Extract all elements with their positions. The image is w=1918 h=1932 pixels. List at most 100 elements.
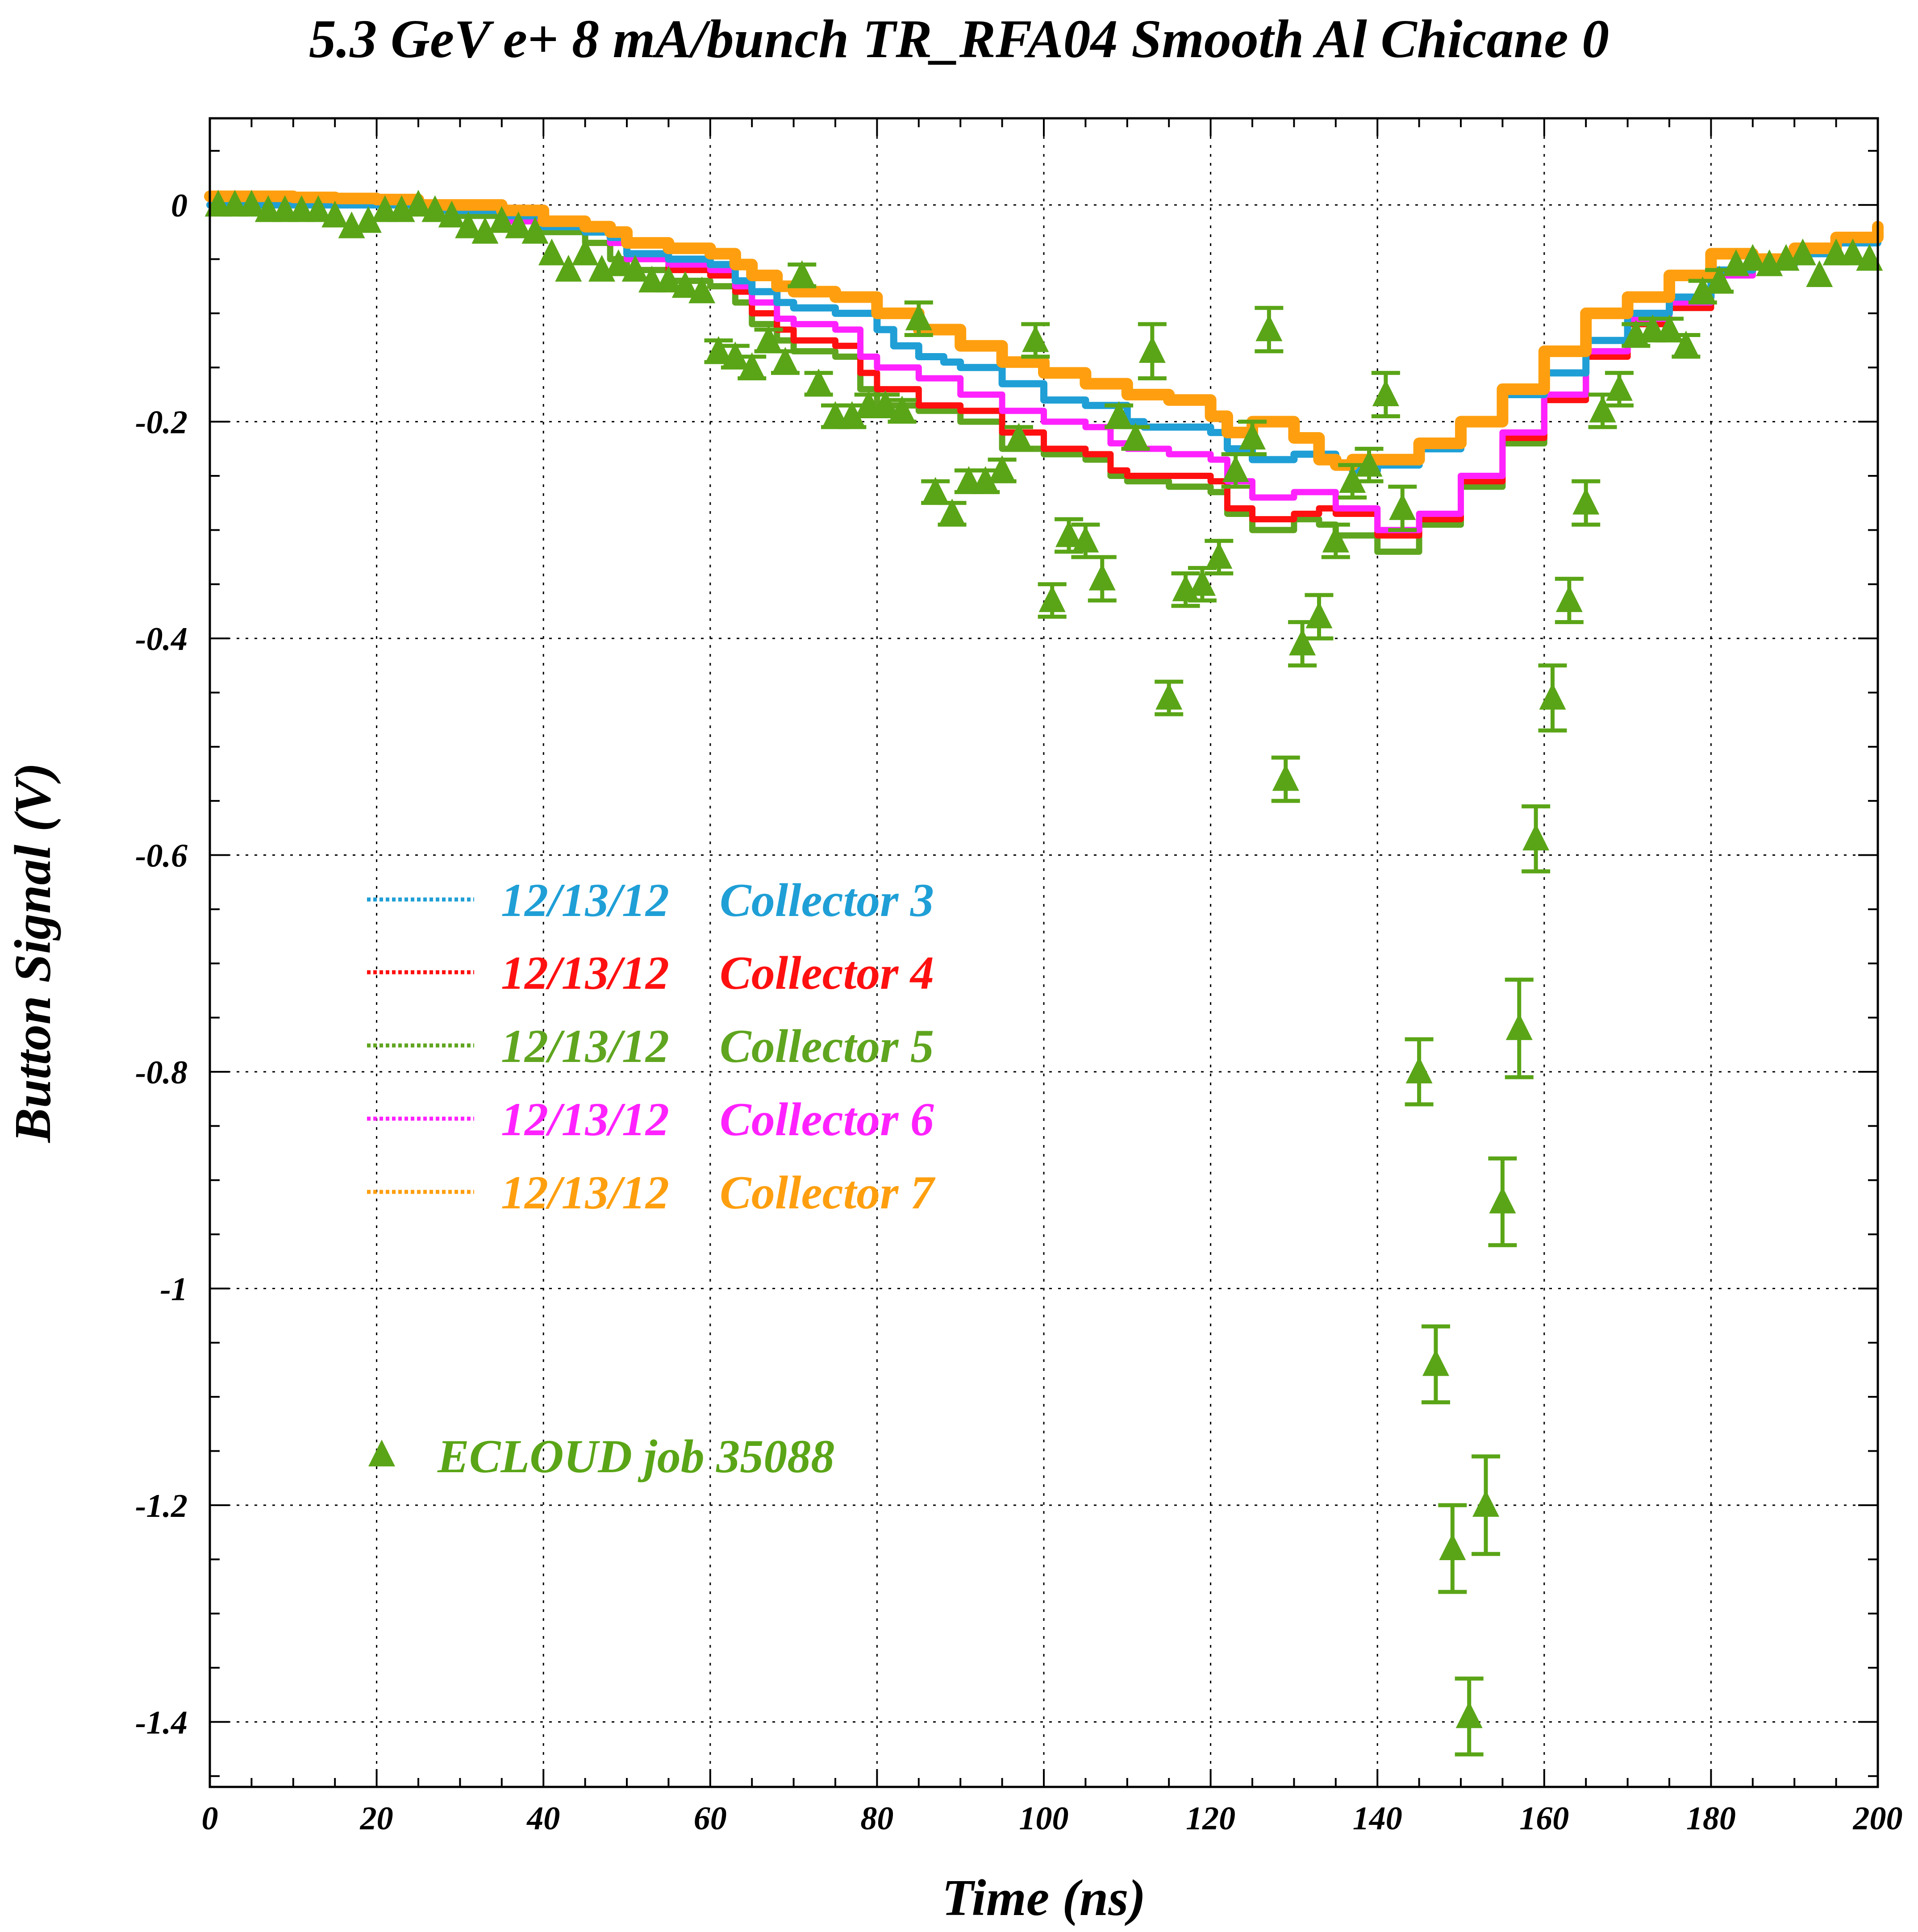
triangle-marker xyxy=(354,206,382,233)
x-axis-label: Time (ns) xyxy=(942,1870,1146,1927)
triangle-marker xyxy=(1789,238,1816,266)
triangle-marker xyxy=(571,238,599,266)
x-tick-label: 20 xyxy=(360,1800,393,1837)
ecloud-point xyxy=(321,200,349,228)
ecloud-point xyxy=(488,206,515,233)
triangle-marker xyxy=(1305,601,1333,629)
legend-item-collector-7: 12/13/12 Collector 7 xyxy=(367,1166,936,1219)
ecloud-point xyxy=(1271,755,1300,803)
ecloud-point xyxy=(655,266,682,293)
legend-item-collector-5: 12/13/12 Collector 5 xyxy=(367,1020,934,1072)
y-tick-label: -0.4 xyxy=(135,621,188,658)
x-tick-label: 140 xyxy=(1353,1800,1402,1837)
triangle-marker xyxy=(321,200,349,228)
triangle-marker xyxy=(1572,487,1600,515)
triangle-marker xyxy=(1205,542,1233,569)
triangle-marker xyxy=(805,368,832,396)
triangle-marker xyxy=(1222,455,1249,482)
triangle-marker xyxy=(1122,423,1149,450)
ecloud-point xyxy=(1355,446,1384,483)
ecloud-point xyxy=(1522,804,1551,874)
x-tick-label: 100 xyxy=(1019,1800,1069,1837)
ecloud-point xyxy=(1789,238,1816,266)
ecloud-point xyxy=(238,190,265,217)
triangle-marker xyxy=(938,498,966,525)
triangle-marker-icon xyxy=(368,1440,395,1466)
triangle-marker xyxy=(521,217,549,244)
triangle-marker xyxy=(1239,423,1266,450)
triangle-marker xyxy=(1339,466,1366,493)
legend-label: Collector 3 xyxy=(720,874,934,926)
legend-item-collector-3: 12/13/12 Collector 3 xyxy=(367,874,934,926)
triangle-marker xyxy=(988,455,1016,482)
ecloud-point xyxy=(1105,401,1134,429)
triangle-marker xyxy=(838,401,866,428)
legend-label: Collector 5 xyxy=(720,1020,934,1072)
triangle-marker xyxy=(1522,824,1550,851)
triangle-marker xyxy=(872,390,899,417)
ecloud-point xyxy=(1488,1156,1517,1247)
ecloud-point xyxy=(1371,371,1400,418)
triangle-marker xyxy=(1072,525,1099,553)
triangle-marker xyxy=(1856,244,1883,271)
triangle-marker xyxy=(771,347,799,374)
ecloud-point xyxy=(1572,479,1601,527)
ecloud-point xyxy=(888,396,917,424)
x-tick-labels: 0 20 40 60 80 100 120 140 160 180 200 xyxy=(202,1800,1903,1837)
y-tick-label: -0.2 xyxy=(135,404,188,441)
ecloud-point xyxy=(555,254,582,282)
triangle-marker xyxy=(488,206,515,233)
triangle-marker xyxy=(1272,764,1299,791)
ecloud-point xyxy=(304,195,332,222)
legend-date: 12/13/12 xyxy=(501,947,669,999)
ecloud-point xyxy=(1004,423,1033,451)
minor-ticks xyxy=(209,118,1879,1787)
triangle-marker xyxy=(1505,1013,1533,1040)
ecloud-point xyxy=(1856,244,1883,271)
triangle-marker xyxy=(1605,374,1633,401)
triangle-marker xyxy=(421,195,449,222)
ecloud-point xyxy=(988,455,1017,483)
plot-frame xyxy=(208,117,1879,1788)
ecloud-point xyxy=(1238,420,1267,456)
triangle-marker xyxy=(1022,325,1049,352)
ecloud-point xyxy=(471,217,499,244)
ecloud-point xyxy=(505,211,532,238)
ecloud-point xyxy=(538,238,565,266)
legend: 12/13/12 Collector 3 12/13/12 Collector … xyxy=(367,874,936,1482)
ecloud-point xyxy=(421,195,449,222)
triangle-marker xyxy=(788,260,816,287)
triangle-marker xyxy=(1372,379,1399,406)
ecloud-point xyxy=(1672,330,1701,359)
ecloud-point xyxy=(804,368,833,397)
triangle-marker xyxy=(1806,260,1833,287)
triangle-marker xyxy=(1255,314,1283,341)
triangle-marker xyxy=(705,336,732,363)
y-tick-label: -0.8 xyxy=(135,1054,188,1091)
triangle-marker xyxy=(471,217,499,244)
legend-item-ecloud: ECLOUD job 35088 xyxy=(368,1430,834,1482)
legend-date: 12/13/12 xyxy=(501,1093,669,1145)
triangle-marker xyxy=(1706,266,1733,293)
triangle-marker xyxy=(1455,1701,1483,1728)
triangle-marker xyxy=(405,190,432,217)
ecloud-point xyxy=(438,200,465,228)
ecloud-point xyxy=(1555,577,1584,625)
ecloud-point xyxy=(571,238,599,266)
ecloud-point xyxy=(1055,517,1084,554)
legend-date: 12/13/12 xyxy=(501,1166,669,1219)
ecloud-point xyxy=(621,254,649,282)
legend-item-collector-6: 12/13/12 Collector 6 xyxy=(367,1093,934,1145)
ecloud-point xyxy=(1538,663,1567,733)
triangle-marker xyxy=(755,325,782,352)
ecloud-point xyxy=(1505,978,1534,1079)
ecloud-point xyxy=(938,498,967,527)
triangle-marker xyxy=(455,211,482,238)
y-axis-label: Button Signal (V) xyxy=(4,763,62,1144)
triangle-marker xyxy=(1355,450,1383,477)
ecloud-point xyxy=(1121,423,1150,451)
y-tick-labels: 0 -0.2 -0.4 -0.6 -0.8 -1 -1.2 -1.4 xyxy=(135,187,188,1741)
triangle-marker xyxy=(905,304,932,331)
